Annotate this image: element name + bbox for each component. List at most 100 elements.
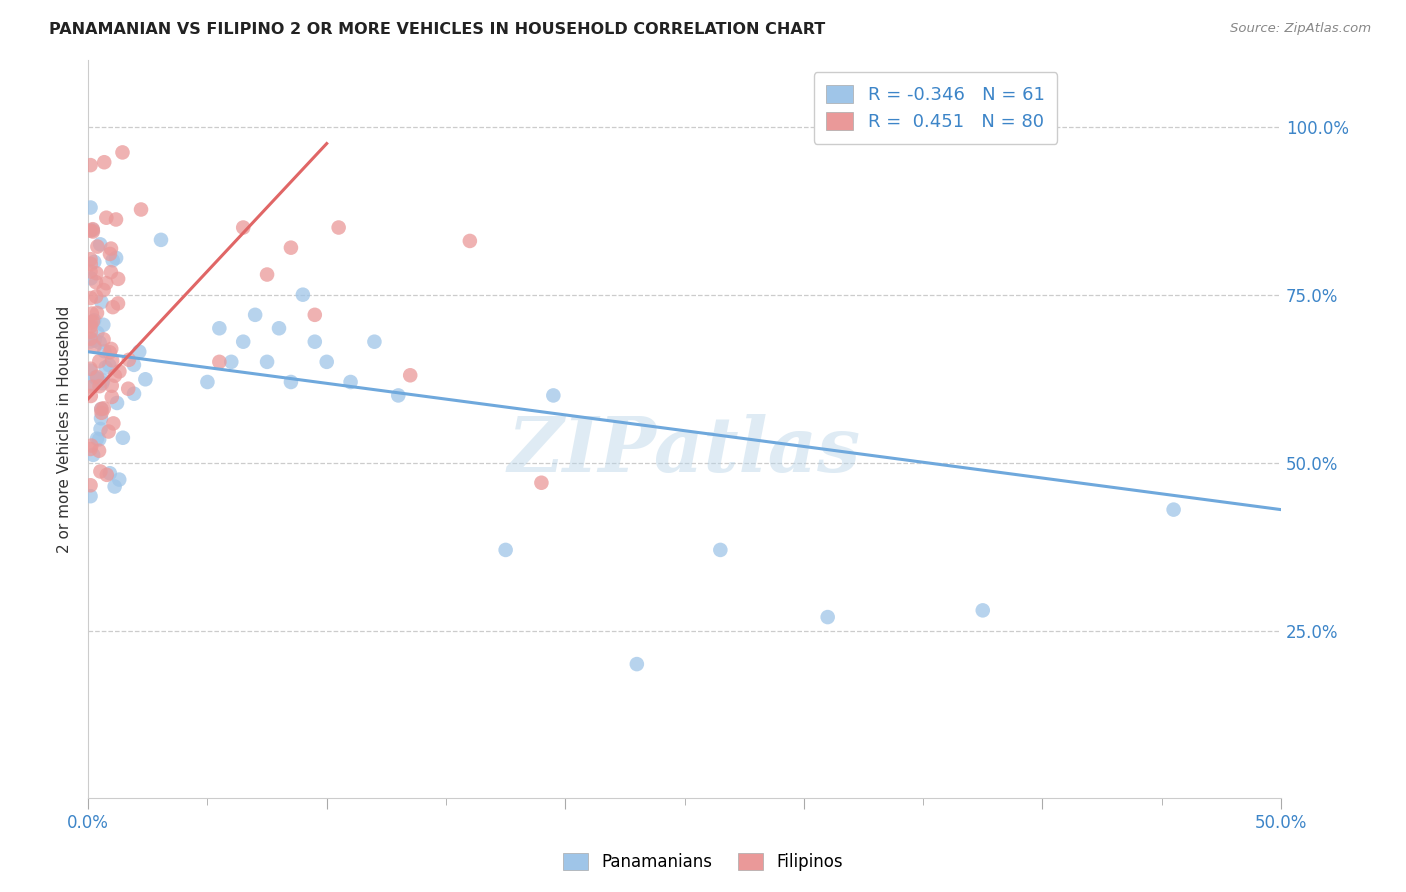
Point bbox=[103, 417, 125, 431]
Point bbox=[89, 354, 111, 368]
Point bbox=[96, 211, 118, 225]
Point bbox=[232, 334, 254, 349]
Point bbox=[122, 386, 145, 401]
Point bbox=[339, 375, 361, 389]
Point bbox=[280, 375, 302, 389]
Point bbox=[129, 202, 152, 217]
Point bbox=[1163, 502, 1185, 516]
Point bbox=[89, 237, 111, 252]
Point bbox=[79, 252, 101, 267]
Point bbox=[83, 339, 105, 353]
Point bbox=[79, 264, 101, 278]
Point bbox=[93, 155, 115, 169]
Point bbox=[101, 353, 124, 368]
Point bbox=[93, 401, 115, 416]
Point bbox=[86, 306, 108, 320]
Point bbox=[93, 344, 115, 359]
Y-axis label: 2 or more Vehicles in Household: 2 or more Vehicles in Household bbox=[58, 305, 72, 553]
Point bbox=[83, 313, 105, 327]
Point bbox=[122, 358, 145, 372]
Point bbox=[291, 287, 314, 301]
Point bbox=[315, 355, 337, 369]
Point bbox=[82, 448, 104, 462]
Point bbox=[93, 283, 115, 297]
Point bbox=[91, 376, 114, 391]
Point bbox=[100, 265, 122, 279]
Point bbox=[543, 388, 565, 402]
Point bbox=[117, 382, 139, 396]
Point bbox=[82, 223, 104, 237]
Point bbox=[89, 379, 111, 393]
Point bbox=[84, 275, 107, 289]
Point bbox=[972, 603, 994, 617]
Point bbox=[90, 406, 112, 420]
Text: Source: ZipAtlas.com: Source: ZipAtlas.com bbox=[1230, 22, 1371, 36]
Point bbox=[98, 358, 121, 372]
Point bbox=[84, 289, 107, 303]
Point bbox=[79, 224, 101, 238]
Point bbox=[87, 443, 110, 458]
Point bbox=[86, 432, 108, 446]
Point bbox=[111, 145, 134, 160]
Point bbox=[101, 253, 124, 268]
Point bbox=[83, 255, 105, 269]
Point bbox=[79, 201, 101, 215]
Point bbox=[79, 363, 101, 377]
Point bbox=[709, 542, 731, 557]
Point bbox=[104, 479, 127, 493]
Text: ZIPatlas: ZIPatlas bbox=[508, 414, 860, 488]
Point bbox=[530, 475, 553, 490]
Point bbox=[82, 377, 104, 392]
Point bbox=[256, 355, 278, 369]
Point bbox=[111, 431, 134, 445]
Point bbox=[98, 247, 121, 261]
Point bbox=[108, 364, 131, 378]
Point bbox=[208, 321, 231, 335]
Point bbox=[304, 334, 326, 349]
Point bbox=[149, 233, 172, 247]
Point bbox=[98, 345, 121, 359]
Point bbox=[100, 390, 122, 404]
Point bbox=[626, 657, 648, 672]
Point bbox=[80, 439, 103, 453]
Point bbox=[79, 319, 101, 334]
Point bbox=[79, 442, 101, 456]
Point bbox=[104, 212, 127, 227]
Point bbox=[100, 242, 122, 256]
Point bbox=[84, 370, 107, 384]
Point bbox=[107, 296, 129, 310]
Point bbox=[91, 374, 114, 388]
Point bbox=[96, 276, 118, 290]
Point bbox=[86, 371, 108, 385]
Point bbox=[100, 378, 122, 392]
Point bbox=[96, 467, 118, 482]
Point bbox=[89, 465, 111, 479]
Point bbox=[80, 307, 103, 321]
Point bbox=[105, 251, 128, 265]
Point bbox=[134, 372, 156, 386]
Point bbox=[82, 225, 104, 239]
Point bbox=[86, 266, 108, 280]
Point bbox=[232, 220, 254, 235]
Point bbox=[118, 352, 141, 367]
Point bbox=[79, 489, 101, 503]
Point bbox=[79, 158, 101, 172]
Point bbox=[80, 257, 103, 271]
Point bbox=[817, 610, 839, 624]
Point bbox=[208, 355, 231, 369]
Point bbox=[90, 401, 112, 416]
Point bbox=[79, 332, 101, 346]
Point bbox=[221, 355, 243, 369]
Point bbox=[86, 326, 108, 340]
Point bbox=[387, 388, 409, 402]
Point bbox=[107, 272, 129, 286]
Point bbox=[304, 308, 326, 322]
Point bbox=[80, 271, 103, 285]
Point bbox=[79, 361, 101, 376]
Point bbox=[197, 375, 219, 389]
Point bbox=[82, 222, 104, 236]
Legend: R = -0.346   N = 61, R =  0.451   N = 80: R = -0.346 N = 61, R = 0.451 N = 80 bbox=[814, 72, 1057, 144]
Point bbox=[80, 380, 103, 394]
Point bbox=[86, 239, 108, 253]
Point bbox=[128, 344, 150, 359]
